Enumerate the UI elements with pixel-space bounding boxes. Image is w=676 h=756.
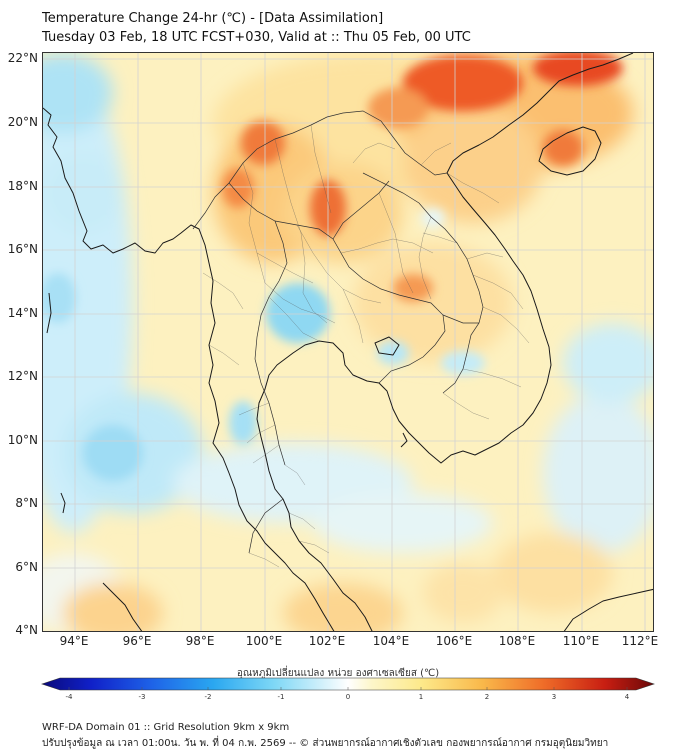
- colorbar: [41, 677, 655, 691]
- lon-label-102: 102°E: [308, 634, 346, 648]
- lon-label-98: 98°E: [185, 634, 215, 648]
- temperature-change-map: [43, 53, 653, 631]
- lat-label-12: 12°N: [7, 369, 38, 383]
- colorbar-tick-minus4: -4: [65, 693, 73, 701]
- lon-label-104: 104°E: [372, 634, 410, 648]
- lon-label-94: 94°E: [59, 634, 89, 648]
- lon-label-100: 100°E: [245, 634, 283, 648]
- lat-label-10: 10°N: [7, 433, 38, 447]
- temperature-hotspots: [43, 53, 623, 481]
- colorbar-tick-2: 2: [484, 693, 490, 701]
- lon-label-112: 112°E: [621, 634, 659, 648]
- footer-credit: ปรับปรุงข้อมูล ณ เวลา 01:00น. วัน พ. ที่…: [42, 738, 609, 749]
- lon-label-108: 108°E: [498, 634, 536, 648]
- map-title: Temperature Change 24-hr (℃) - [Data Ass…: [42, 11, 384, 26]
- lat-label-4: 4°N: [15, 623, 38, 637]
- colorbar-tick-1: 1: [418, 693, 424, 701]
- coastlines: [43, 53, 653, 631]
- lat-label-22: 22°N: [7, 51, 38, 65]
- colorbar-tick-4: 4: [624, 693, 630, 701]
- lat-label-20: 20°N: [7, 115, 38, 129]
- province-borders: [202, 124, 530, 568]
- lat-label-6: 6°N: [15, 560, 38, 574]
- map-panel: [42, 52, 654, 632]
- colorbar-title: อุณหภูมิเปลี่ยนแปลง หน่วย องศาเซลเซียส (…: [236, 668, 440, 679]
- lat-label-14: 14°N: [7, 306, 38, 320]
- colorbar-tick-3: 3: [551, 693, 557, 701]
- lon-label-96: 96°E: [122, 634, 152, 648]
- map-subtitle: Tuesday 03 Feb, 18 UTC FCST+030, Valid a…: [42, 30, 471, 45]
- country-borders: [192, 110, 484, 554]
- lon-label-106: 106°E: [435, 634, 473, 648]
- colorbar-tick-minus2: -2: [204, 693, 212, 701]
- lon-label-110: 110°E: [562, 634, 600, 648]
- colorbar-tick-minus3: -3: [138, 693, 146, 701]
- lat-label-8: 8°N: [15, 496, 38, 510]
- colorbar-tick-0: 0: [345, 693, 351, 701]
- colorbar-tick-minus1: -1: [277, 693, 285, 701]
- lat-label-18: 18°N: [7, 179, 38, 193]
- graticule: [43, 53, 653, 631]
- lat-label-16: 16°N: [7, 242, 38, 256]
- footer-model-info: WRF-DA Domain 01 :: Grid Resolution 9km …: [42, 722, 290, 733]
